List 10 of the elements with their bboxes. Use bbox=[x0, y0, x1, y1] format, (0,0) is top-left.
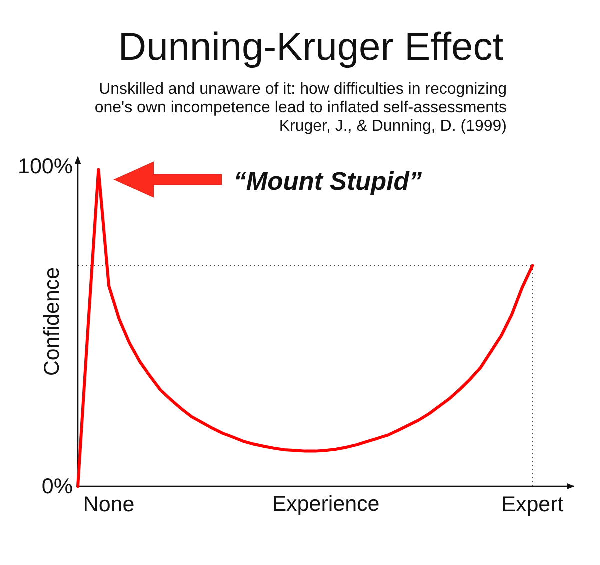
y-tick-label: 0% bbox=[42, 474, 73, 498]
y-tick-label: 100% bbox=[18, 154, 73, 178]
x-axis-title: Experience bbox=[272, 492, 380, 516]
chart-title: Dunning-Kruger Effect bbox=[118, 26, 504, 69]
chart-subtitle: Unskilled and unaware of it: how difficulties in recognizing one's own incompetence lead to inflated self-assessments Kruger, J., & Dunning, D. (1999) bbox=[94, 81, 507, 136]
annotation: “Mount Stupid” bbox=[234, 168, 422, 196]
x-tick-label: None bbox=[83, 492, 135, 517]
line-series bbox=[76, 168, 534, 488]
x-tick-label: Expert bbox=[502, 492, 564, 517]
y-axis-title: Confidence bbox=[40, 267, 64, 376]
